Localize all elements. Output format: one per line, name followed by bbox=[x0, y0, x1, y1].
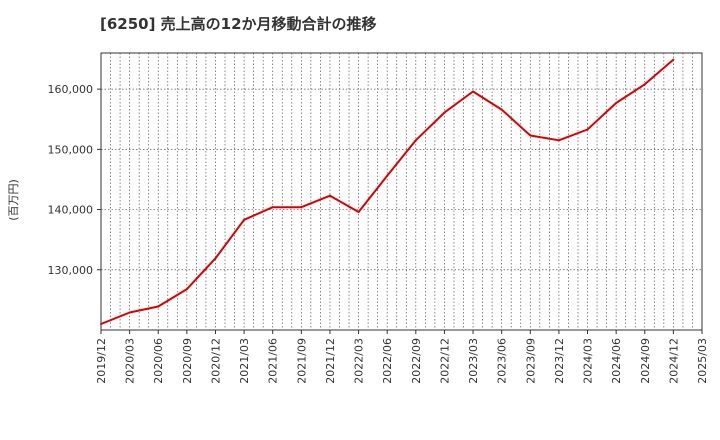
x-tick-label: 2020/09 bbox=[181, 338, 194, 384]
x-tick-label: 2021/06 bbox=[267, 338, 280, 384]
x-tick-label: 2022/12 bbox=[438, 338, 451, 384]
data-point bbox=[586, 128, 589, 131]
data-point bbox=[300, 206, 303, 209]
data-point bbox=[472, 90, 475, 93]
data-point bbox=[214, 257, 217, 260]
data-point bbox=[271, 206, 274, 209]
x-tick-label: 2023/06 bbox=[496, 338, 509, 384]
data-point bbox=[328, 194, 331, 197]
y-axis: 130,000 140,000 150,000 160,000 bbox=[48, 83, 101, 277]
data-point bbox=[357, 210, 360, 213]
x-axis: 2019/12 2020/03 2020/06 2020/09 2020/12 2021/… bbox=[95, 330, 709, 384]
y-tick-label: 160,000 bbox=[48, 83, 94, 96]
x-tick-label: 2023/03 bbox=[467, 338, 480, 384]
data-point bbox=[643, 83, 646, 86]
x-tick-label: 2022/03 bbox=[353, 338, 366, 384]
plot-area bbox=[100, 52, 703, 331]
y-tick-label: 140,000 bbox=[48, 204, 94, 217]
series-layer bbox=[100, 58, 675, 325]
data-point bbox=[157, 305, 160, 308]
x-tick-label: 2020/03 bbox=[124, 338, 137, 384]
data-point bbox=[100, 322, 102, 325]
data-point bbox=[243, 218, 246, 221]
grid bbox=[101, 53, 702, 330]
x-tick-label: 2025/03 bbox=[696, 338, 709, 384]
x-tick-label: 2023/12 bbox=[553, 338, 566, 384]
x-tick-label: 2021/09 bbox=[295, 338, 308, 384]
data-point bbox=[615, 101, 618, 104]
x-tick-label: 2019/12 bbox=[95, 338, 108, 384]
x-tick-label: 2020/12 bbox=[209, 338, 222, 384]
data-point bbox=[185, 288, 188, 291]
data-point bbox=[128, 311, 131, 314]
x-tick-label: 2024/12 bbox=[667, 338, 680, 384]
x-tick-label: 2021/03 bbox=[238, 338, 251, 384]
chart-title: [6250] 売上高の12か月移動合計の推移 bbox=[100, 15, 377, 33]
x-tick-label: 2020/06 bbox=[152, 338, 165, 384]
x-tick-label: 2022/09 bbox=[410, 338, 423, 384]
y-tick-label: 150,000 bbox=[48, 143, 94, 156]
data-point bbox=[672, 58, 675, 61]
data-point bbox=[443, 111, 446, 114]
y-axis-label: (百万円) bbox=[7, 179, 20, 221]
x-tick-label: 2022/06 bbox=[381, 338, 394, 384]
x-tick-label: 2024/03 bbox=[582, 338, 595, 384]
data-point bbox=[386, 174, 389, 177]
x-tick-label: 2023/09 bbox=[524, 338, 537, 384]
data-point bbox=[414, 139, 417, 142]
y-tick-label: 130,000 bbox=[48, 264, 94, 277]
data-point bbox=[500, 108, 503, 111]
data-point bbox=[529, 134, 532, 137]
x-tick-label: 2021/12 bbox=[324, 338, 337, 384]
x-tick-label: 2024/06 bbox=[610, 338, 623, 384]
x-tick-label: 2024/09 bbox=[639, 338, 652, 384]
data-point bbox=[557, 139, 560, 142]
